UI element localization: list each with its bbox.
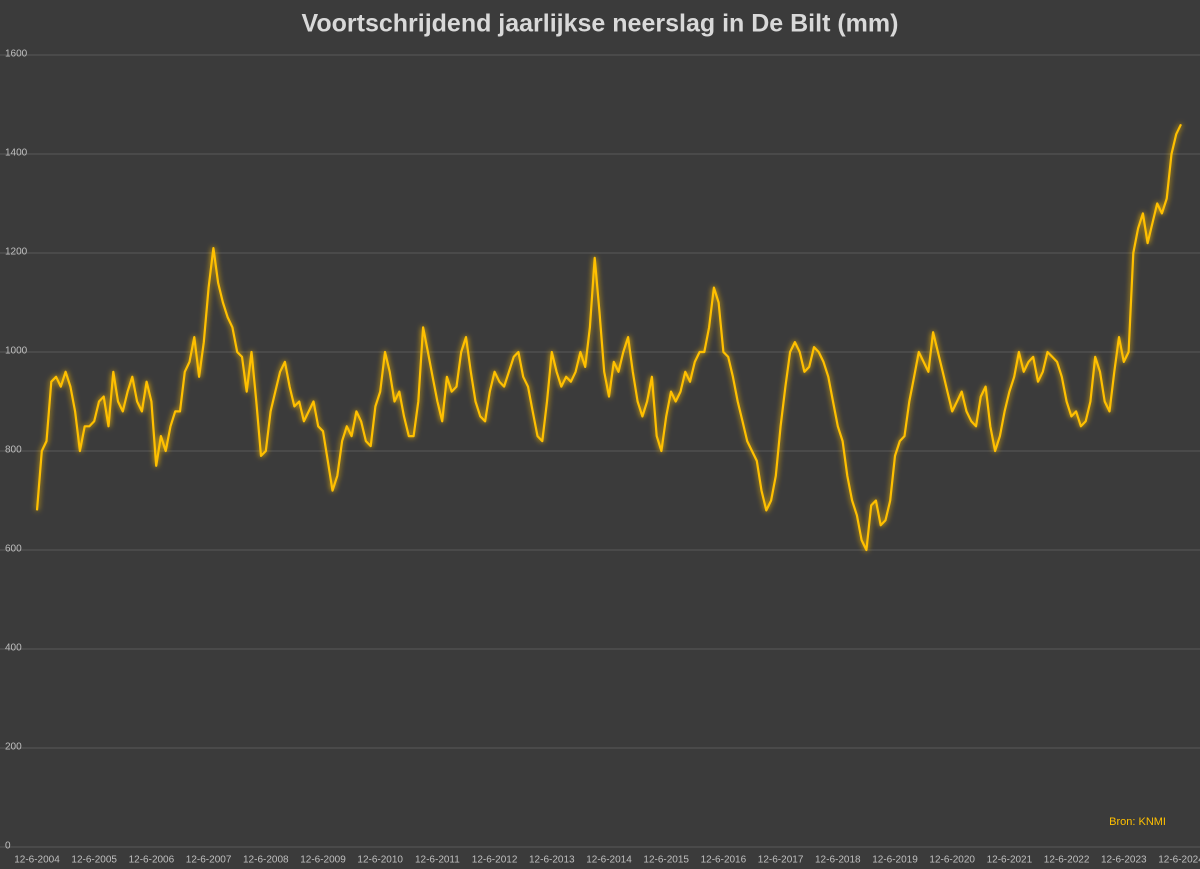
x-tick-label: 12-6-2004 bbox=[14, 855, 60, 866]
source-note: Bron: KNMI bbox=[1109, 816, 1166, 828]
x-tick-label: 12-6-2024 bbox=[1158, 855, 1200, 866]
x-tick-label: 12-6-2011 bbox=[415, 855, 460, 866]
x-tick-label: 12-6-2022 bbox=[1044, 855, 1090, 866]
y-tick-label: 200 bbox=[5, 742, 22, 753]
x-tick-label: 12-6-2012 bbox=[472, 855, 518, 866]
y-tick-label: 1600 bbox=[5, 49, 28, 60]
data-line bbox=[35, 123, 1182, 552]
x-tick-label: 12-6-2008 bbox=[243, 855, 289, 866]
x-tick-label: 12-6-2010 bbox=[357, 855, 403, 866]
y-tick-label: 600 bbox=[5, 544, 22, 555]
x-tick-label: 12-6-2016 bbox=[701, 855, 747, 866]
y-tick-label: 1000 bbox=[5, 346, 28, 357]
x-tick-label: 12-6-2015 bbox=[643, 855, 689, 866]
y-tick-label: 0 bbox=[5, 841, 11, 852]
y-tick-label: 800 bbox=[5, 445, 22, 456]
x-tick-label: 12-6-2023 bbox=[1101, 855, 1147, 866]
y-tick-label: 400 bbox=[5, 643, 22, 654]
x-tick-label: 12-6-2006 bbox=[129, 855, 175, 866]
y-tick-label: 1200 bbox=[5, 247, 28, 258]
x-tick-label: 12-6-2017 bbox=[758, 855, 804, 866]
y-tick-label: 1400 bbox=[5, 148, 28, 159]
x-tick-label: 12-6-2014 bbox=[586, 855, 632, 866]
x-tick-label: 12-6-2018 bbox=[815, 855, 861, 866]
x-tick-label: 12-6-2013 bbox=[529, 855, 575, 866]
x-tick-label: 12-6-2020 bbox=[929, 855, 975, 866]
x-tick-label: 12-6-2005 bbox=[71, 855, 117, 866]
x-tick-label: 12-6-2021 bbox=[987, 855, 1033, 866]
x-tick-label: 12-6-2009 bbox=[300, 855, 346, 866]
x-tick-label: 12-6-2019 bbox=[872, 855, 918, 866]
chart-title: Voortschrijdend jaarlijkse neerslag in D… bbox=[302, 10, 899, 38]
x-tick-label: 12-6-2007 bbox=[186, 855, 232, 866]
